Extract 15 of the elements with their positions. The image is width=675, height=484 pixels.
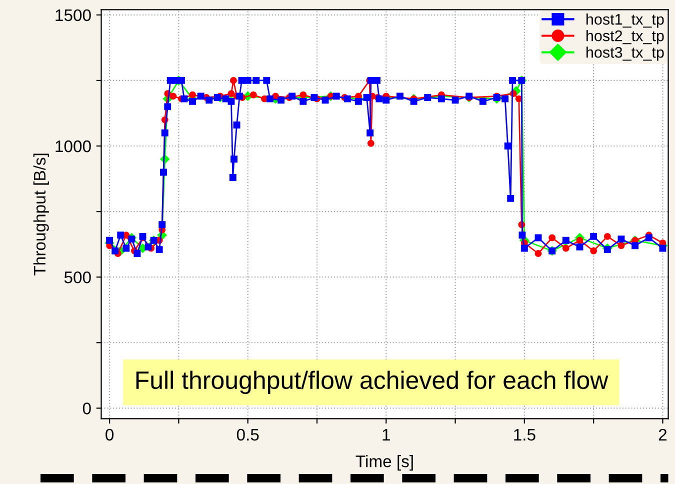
x-tick-label: 0.5 <box>236 428 259 441</box>
x-axis-title: Time [s] <box>356 455 413 471</box>
y-tick-label: 500 <box>64 271 91 284</box>
y-tick-label: 1500 <box>56 9 91 22</box>
legend-label: host2_tx_tp <box>586 30 664 44</box>
y-axis-title: Throughput [B/s] <box>33 154 49 276</box>
x-tick-label: 2 <box>658 428 667 440</box>
x-tick-label: 0 <box>106 428 114 441</box>
legend-label: host1_tx_tp <box>586 14 664 28</box>
x-tick-label: 1.5 <box>514 428 536 441</box>
y-tick-label: 0 <box>82 402 91 414</box>
legend-label: host3_tx_tp <box>586 46 664 61</box>
annotation: Full throughput/flow achieved for each flow <box>136 370 608 394</box>
x-tick-label: 1 <box>382 428 390 440</box>
y-tick-label: 1000 <box>56 140 91 152</box>
